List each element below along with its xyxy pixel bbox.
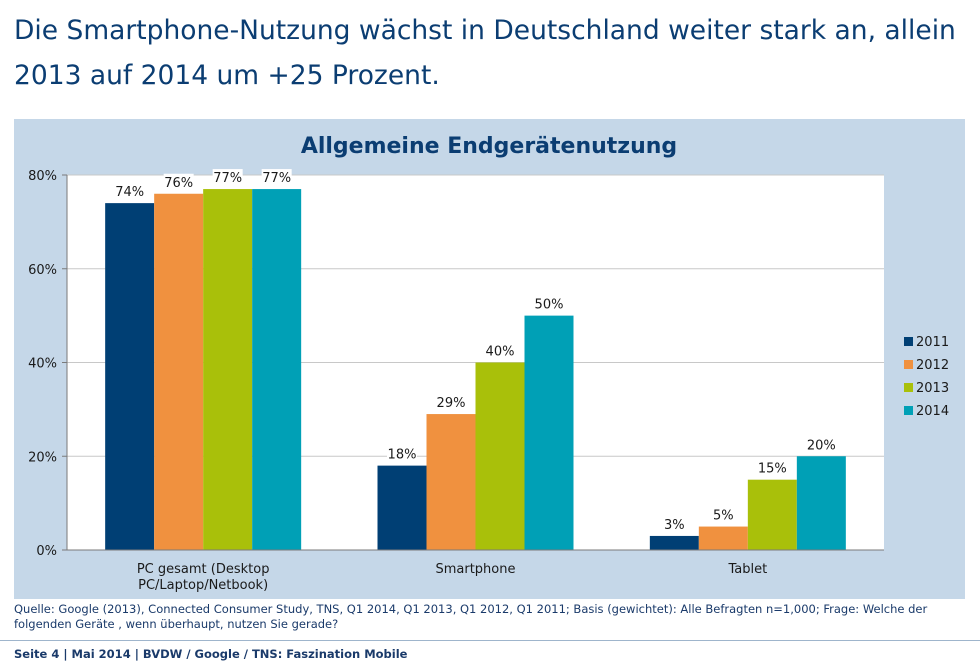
data-label: 3% [664, 518, 685, 533]
y-tick-label: 40% [28, 357, 57, 372]
page-footer: Seite 4 | Mai 2014 | BVDW / Google / TNS… [0, 640, 980, 666]
bar-2012 [154, 193, 204, 550]
source-note: Quelle: Google (2013), Connected Consume… [14, 602, 928, 631]
bars [105, 189, 846, 550]
bar-2011 [377, 465, 427, 550]
bar-2014 [524, 315, 574, 550]
bar-2011 [649, 535, 699, 550]
data-label-bg [387, 445, 417, 463]
bar-2013 [475, 362, 525, 550]
data-label: 29% [437, 396, 466, 411]
bar-2012 [698, 526, 748, 550]
bar-2013 [747, 479, 797, 550]
bar-2013 [203, 189, 253, 550]
legend-swatch-2012 [904, 360, 913, 369]
chart-title: Allgemeine Endgerätenutzung [301, 134, 677, 159]
legend-label: 2013 [916, 381, 949, 396]
category-label: PC gesamt (Desktop [137, 562, 270, 577]
y-tick-label: 20% [28, 450, 57, 465]
data-label-bg [663, 515, 686, 533]
data-label-bg [212, 169, 243, 187]
page-headline: Die Smartphone-Nutzung wächst in Deutsch… [14, 15, 956, 91]
bar-2011 [105, 203, 155, 550]
legend-swatch-2013 [904, 383, 913, 392]
data-label: 5% [713, 509, 734, 524]
data-label: 77% [262, 171, 291, 186]
data-label: 76% [164, 176, 193, 191]
data-label-bg [114, 183, 145, 201]
legend: 2011 2012 2013 2014 [904, 335, 949, 419]
bar-2014 [796, 456, 846, 550]
category-label: Smartphone [435, 562, 515, 577]
bar-2012 [426, 414, 476, 550]
y-tick-label: 60% [28, 263, 57, 278]
chart-panel: Allgemeine Endgerätenutzung 74% 76% 77% 77%… [14, 119, 965, 599]
legend-label: 2011 [916, 335, 949, 350]
data-label: 50% [535, 298, 564, 313]
data-label: 74% [115, 185, 144, 200]
legend-label: 2012 [916, 358, 949, 373]
data-label-bg [712, 506, 735, 524]
y-tick-label: 0% [36, 544, 57, 559]
data-label-bg [261, 169, 292, 187]
data-label-bg [163, 173, 194, 191]
legend-swatch-2011 [904, 337, 913, 346]
category-label: Tablet [727, 562, 767, 577]
footer-text: Seite 4 | Mai 2014 | BVDW / Google / TNS… [14, 647, 408, 661]
bar-chart: Allgemeine Endgerätenutzung 74% 76% 77% 77%… [28, 134, 949, 593]
data-label-bg [757, 459, 788, 477]
data-label: 20% [807, 438, 836, 453]
data-label: 77% [213, 171, 242, 186]
data-label-bg [436, 394, 466, 412]
data-label: 15% [758, 462, 787, 477]
data-label-bg [806, 436, 837, 454]
legend-label: 2014 [916, 404, 949, 419]
category-label: PC/Laptop/Netbook) [138, 578, 268, 593]
axes: 0% 20% 40% 60% 80% PC gesamt (DesktopPC/Lapto… [28, 169, 884, 593]
legend-swatch-2014 [904, 406, 913, 415]
data-labels: 74% 76% 77% 77% 18% 29% 40% 50% 3% 5% 15% 20% [114, 169, 837, 533]
data-label-bg [485, 342, 515, 360]
y-tick-label: 80% [28, 169, 57, 184]
data-label: 18% [388, 448, 417, 463]
data-label: 40% [486, 345, 515, 360]
bar-2014 [252, 189, 302, 550]
data-label-bg [534, 295, 564, 313]
